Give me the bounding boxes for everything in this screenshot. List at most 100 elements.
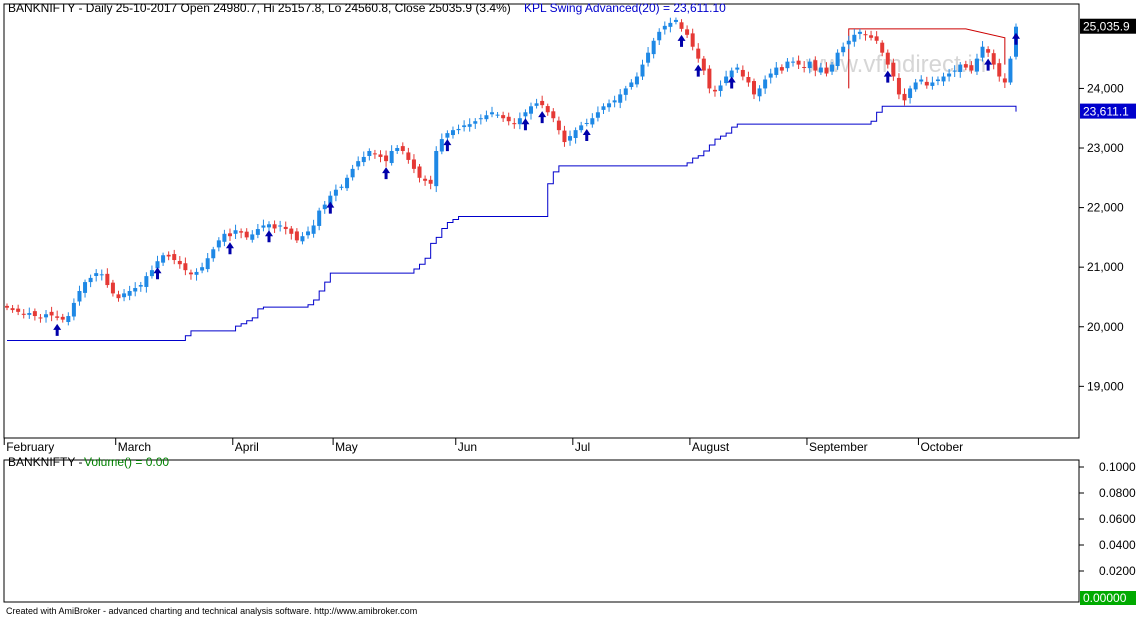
- candle-body: [200, 267, 205, 271]
- candle-body: [261, 225, 266, 228]
- candle-body: [88, 277, 93, 283]
- candle-body: [216, 240, 221, 248]
- candle-body: [813, 60, 818, 71]
- candle-body: [618, 94, 623, 103]
- month-label: Jul: [575, 440, 590, 454]
- candle-body: [434, 150, 439, 187]
- candle-body: [551, 111, 556, 119]
- candle-body: [1002, 78, 1007, 83]
- candle-body: [267, 224, 272, 228]
- candle-body: [818, 67, 823, 73]
- candle-body: [718, 85, 723, 91]
- volume-y-tick-label: 0.0200: [1099, 564, 1136, 578]
- candle-body: [701, 58, 706, 71]
- candle-body: [411, 159, 416, 169]
- candle-body: [802, 66, 807, 68]
- candle-body: [155, 261, 160, 269]
- candle-body: [311, 225, 316, 234]
- candle-body: [250, 234, 255, 240]
- candle-body: [919, 79, 924, 82]
- candle-body: [835, 52, 840, 67]
- buy-arrow: [727, 76, 736, 89]
- buy-arrow: [443, 139, 452, 152]
- candle-body: [10, 308, 15, 311]
- indicator-line: [7, 105, 1017, 341]
- candle-body: [233, 230, 238, 234]
- candle-body: [300, 236, 305, 242]
- candle-body: [227, 233, 232, 237]
- candle-body: [395, 148, 400, 151]
- candle-body: [272, 224, 277, 229]
- candle-body: [646, 52, 651, 63]
- candle-body: [161, 255, 166, 263]
- candle-body: [166, 254, 171, 257]
- candle-body: [177, 260, 182, 265]
- candle-body: [902, 93, 907, 101]
- candle-body: [857, 31, 862, 34]
- candle-body: [450, 130, 455, 136]
- candle-body: [339, 186, 344, 188]
- last-close-bg: [1080, 18, 1136, 34]
- candle-body: [685, 29, 690, 35]
- candle-body: [423, 178, 428, 181]
- candle-body: [568, 136, 573, 141]
- candle-body: [724, 76, 729, 84]
- y-tick-label: 20,000: [1087, 320, 1124, 334]
- candle-body: [668, 22, 673, 27]
- candle-body: [529, 106, 534, 114]
- buy-arrow: [538, 111, 547, 124]
- candle-body: [512, 123, 517, 125]
- candle-body: [205, 258, 210, 270]
- candle-body: [885, 52, 890, 65]
- candle-body: [963, 64, 968, 68]
- volume-title: BANKNIFTY -: [8, 455, 82, 469]
- candle-body: [607, 103, 612, 108]
- buy-arrow: [53, 323, 62, 336]
- watermark: www.vfmdirect.in: [805, 51, 986, 78]
- header-info: BANKNIFTY - Daily 25-10-2017 Open 24980.…: [8, 1, 511, 15]
- candle-body: [517, 118, 522, 125]
- candle-body: [584, 122, 589, 124]
- candle-body: [1008, 58, 1013, 83]
- candle-body: [757, 88, 762, 97]
- candle-body: [924, 81, 929, 86]
- buy-arrow: [225, 242, 234, 255]
- month-label: April: [235, 440, 259, 454]
- candle-body: [501, 115, 506, 119]
- candle-body: [172, 254, 177, 261]
- candle-body: [367, 150, 372, 156]
- volume-y-tick-label: 0.0800: [1099, 486, 1136, 500]
- candle-body: [44, 314, 49, 318]
- buy-arrow: [883, 70, 892, 83]
- candle-body: [149, 270, 154, 277]
- buy-arrow: [694, 64, 703, 77]
- y-tick-label: 23,000: [1087, 141, 1124, 155]
- candle-body: [751, 81, 756, 95]
- candle-body: [489, 112, 494, 115]
- candle-body: [406, 152, 411, 160]
- month-label: September: [809, 440, 868, 454]
- candle-body: [255, 229, 260, 235]
- candle-body: [974, 58, 979, 72]
- candle-body: [322, 204, 327, 210]
- candle-body: [746, 76, 751, 83]
- candle-body: [83, 282, 88, 293]
- buy-arrow: [382, 167, 391, 180]
- candle-body: [991, 53, 996, 65]
- candle-body: [595, 112, 600, 118]
- candle-body: [495, 114, 500, 116]
- month-label: May: [335, 440, 358, 454]
- indicator-value-bg: [1080, 103, 1136, 119]
- candle-body: [590, 118, 595, 125]
- candle-body: [696, 48, 701, 59]
- buy-arrow: [265, 230, 274, 243]
- candle-body: [941, 76, 946, 82]
- y-tick-label: 22,000: [1087, 201, 1124, 215]
- candle-body: [729, 70, 734, 78]
- candle-body: [66, 316, 71, 322]
- candle-body: [807, 61, 812, 69]
- candle-body: [105, 273, 110, 286]
- candle-body: [785, 61, 790, 69]
